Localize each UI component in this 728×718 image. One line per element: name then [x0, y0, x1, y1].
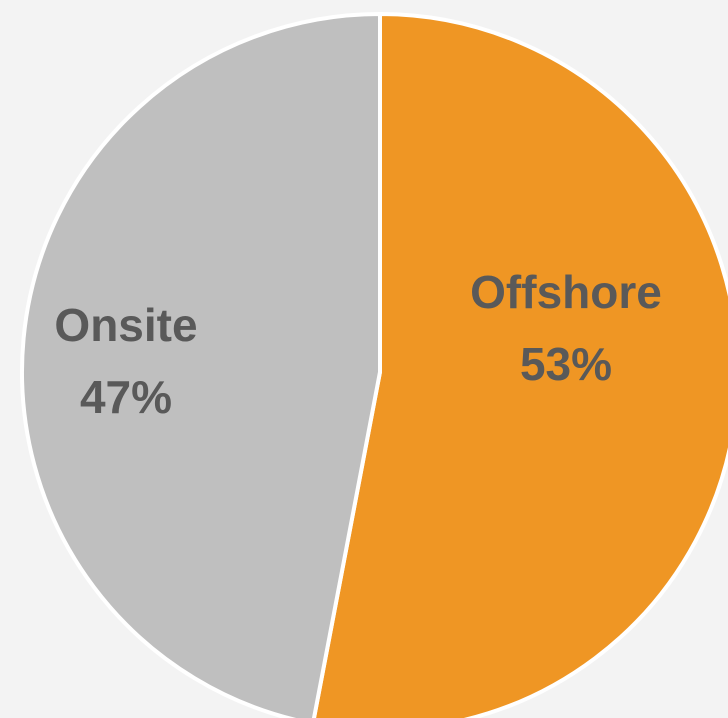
slice-label-onsite: Onsite — [54, 299, 197, 351]
pie-slices — [20, 11, 728, 718]
pie-labels: Offshore 53% Onsite 47% — [54, 266, 661, 423]
slice-value-offshore: 53% — [520, 338, 612, 390]
slice-value-onsite: 47% — [80, 371, 172, 423]
pie-slice-offshore — [311, 11, 728, 718]
slice-label-offshore: Offshore — [470, 266, 662, 318]
pie-slice-onsite — [20, 11, 382, 718]
